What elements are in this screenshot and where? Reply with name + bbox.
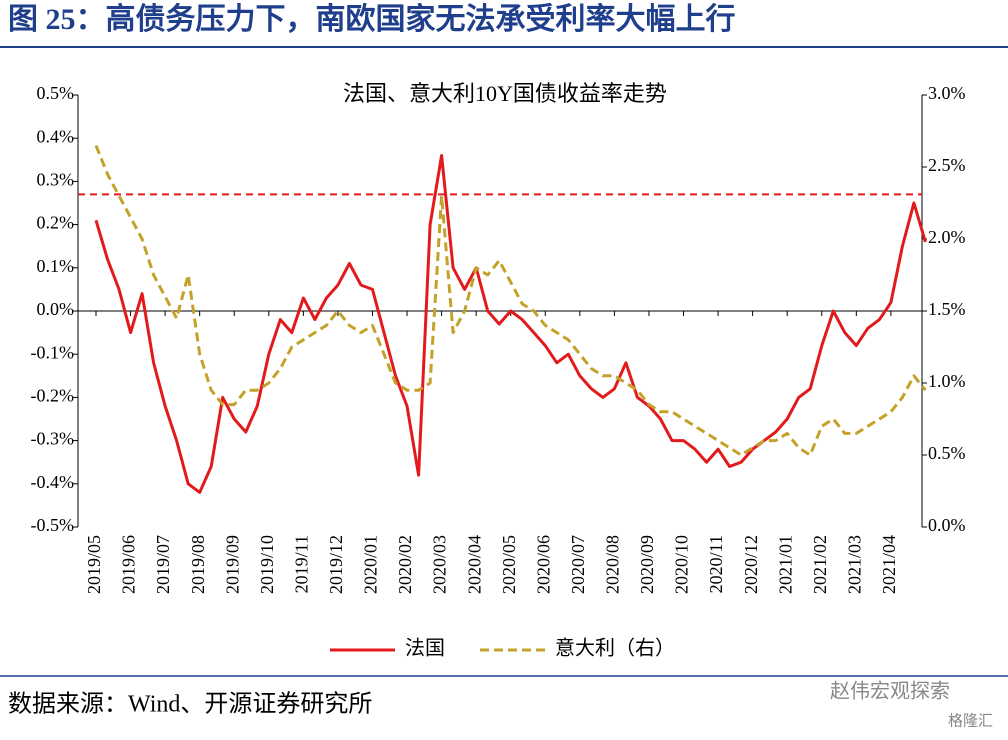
x-tick-label: 2020/07 bbox=[568, 535, 588, 594]
x-tick-label: 2019/07 bbox=[153, 535, 173, 594]
y-tick-label: -0.2% bbox=[31, 386, 75, 406]
y-tick-label: 0.3% bbox=[37, 170, 75, 190]
x-tick-label: 2019/06 bbox=[119, 535, 139, 594]
x-tick-label: 2020/03 bbox=[430, 535, 450, 594]
legend-label: 法国 bbox=[405, 637, 445, 660]
x-tick-label: 2020/09 bbox=[637, 535, 657, 594]
legend-label: 意大利（右） bbox=[555, 637, 675, 660]
y-tick-label: 0.5% bbox=[37, 83, 75, 103]
y-tick-label: 0.4% bbox=[37, 126, 75, 146]
y-tick-label: 0.0% bbox=[37, 299, 75, 319]
watermark-2: 格隆汇 bbox=[948, 712, 993, 729]
series-line bbox=[94, 144, 927, 457]
y2-tick-label: 2.5% bbox=[928, 155, 966, 175]
y2-tick-label: 0.0% bbox=[928, 515, 966, 535]
x-tick-label: 2020/10 bbox=[672, 535, 692, 594]
x-tick-label: 2019/05 bbox=[84, 535, 104, 594]
source: 数据来源：Wind、开源证券研究所 bbox=[8, 691, 372, 718]
y-tick-label: -0.3% bbox=[31, 429, 75, 449]
x-tick-label: 2021/03 bbox=[844, 535, 864, 594]
y2-tick-label: 3.0% bbox=[928, 83, 966, 103]
x-tick-label: 2020/12 bbox=[741, 535, 761, 594]
y-tick-label: 0.1% bbox=[37, 256, 75, 276]
x-tick-label: 2020/01 bbox=[361, 535, 381, 594]
x-tick-label: 2021/04 bbox=[879, 535, 899, 594]
y-tick-label: -0.4% bbox=[31, 472, 75, 492]
x-tick-label: 2021/02 bbox=[810, 535, 830, 594]
chart-title: 法国、意大利10Y国债收益率走势 bbox=[343, 81, 667, 106]
x-tick-label: 2019/10 bbox=[257, 535, 277, 594]
x-tick-label: 2020/05 bbox=[499, 535, 519, 594]
x-tick-label: 2020/08 bbox=[603, 535, 623, 594]
y-tick-label: 0.2% bbox=[37, 213, 75, 233]
series-line bbox=[94, 154, 927, 494]
x-tick-label: 2021/01 bbox=[775, 535, 795, 594]
figure-title: 图 25：高债务压力下，南欧国家无法承受利率大幅上行 bbox=[8, 3, 736, 36]
x-tick-label: 2020/06 bbox=[533, 535, 553, 594]
watermark: 赵伟宏观探索 bbox=[830, 680, 950, 703]
x-tick-label: 2020/02 bbox=[395, 535, 415, 594]
y2-tick-label: 0.5% bbox=[928, 443, 966, 463]
y2-tick-label: 2.0% bbox=[928, 227, 966, 247]
x-tick-label: 2020/11 bbox=[706, 535, 726, 593]
y-tick-label: -0.1% bbox=[31, 342, 75, 362]
x-tick-label: 2019/09 bbox=[222, 535, 242, 594]
x-tick-label: 2019/08 bbox=[188, 535, 208, 594]
y2-tick-label: 1.5% bbox=[928, 299, 966, 319]
x-tick-label: 2019/11 bbox=[291, 535, 311, 593]
y2-tick-label: 1.0% bbox=[928, 371, 966, 391]
y-tick-label: -0.5% bbox=[31, 515, 75, 535]
x-tick-label: 2019/12 bbox=[326, 535, 346, 594]
x-tick-label: 2020/04 bbox=[464, 535, 484, 594]
